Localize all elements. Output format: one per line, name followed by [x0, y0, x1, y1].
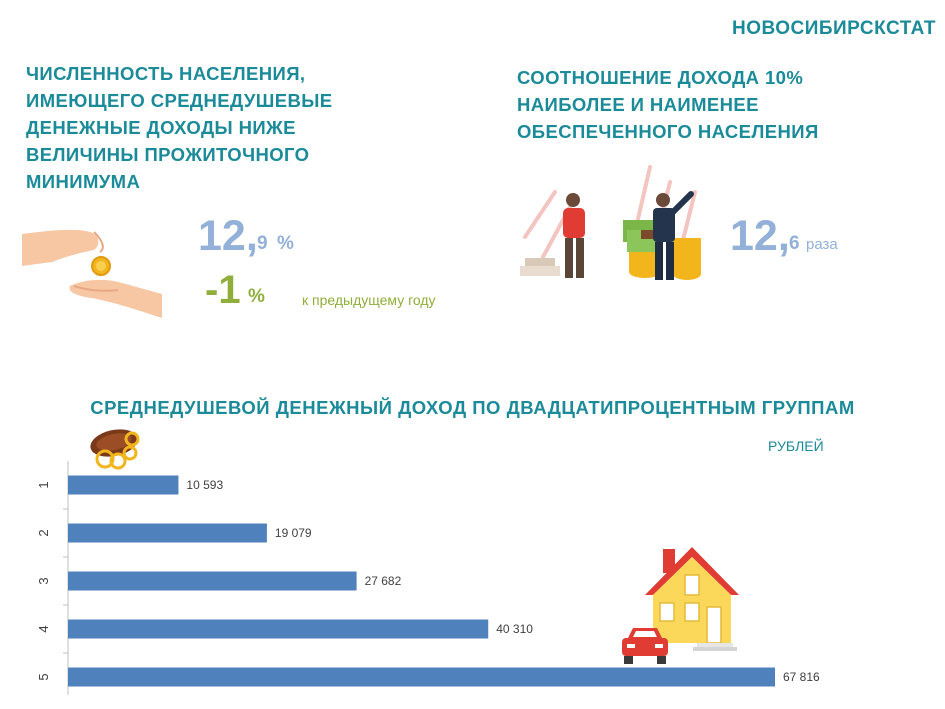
- ratio-value-decimal: 6: [789, 233, 800, 254]
- bar: [68, 667, 775, 687]
- income-bar-chart: 1 10 593 2 19 079 3 27 682 4 40 310 5 67 816: [36, 461, 820, 695]
- car-icon: [622, 628, 668, 664]
- ratio-title-line: СООТНОШЕНИЕ ДОХОДА 10%: [517, 67, 804, 88]
- poverty-title-line: ЧИСЛЕННОСТЬ НАСЕЛЕНИЯ,: [26, 63, 306, 84]
- poverty-title: ЧИСЛЕННОСТЬ НАСЕЛЕНИЯ, ИМЕЮЩЕГО СРЕДНЕДУ…: [26, 60, 396, 195]
- wallet-coins-icon: [90, 429, 140, 470]
- category-label: 5: [36, 673, 51, 680]
- poverty-unit: %: [277, 233, 294, 254]
- ratio-unit: раза: [806, 236, 838, 253]
- chart-units: РУБЛЕЙ: [768, 438, 824, 454]
- house-icon: [645, 547, 739, 651]
- ratio-value: 12,: [730, 212, 790, 260]
- poverty-title-line: ВЕЛИЧИНЫ ПРОЖИТОЧНОГО: [26, 144, 310, 165]
- ratio-title-line: НАИБОЛЕЕ И НАИМЕНЕЕ: [517, 94, 759, 115]
- ratio-title: СООТНОШЕНИЕ ДОХОДА 10% НАИБОЛЕЕ И НАИМЕН…: [517, 64, 897, 145]
- poverty-change-unit: %: [248, 286, 265, 307]
- brand-title: НОВОСИБИРСКСТАТ: [731, 18, 936, 39]
- rich-poor-people-icon: [520, 165, 701, 280]
- category-label: 3: [36, 577, 51, 584]
- bar: [68, 523, 267, 543]
- data-label: 27 682: [365, 574, 402, 588]
- poverty-title-line: ДЕНЕЖНЫЕ ДОХОДЫ НИЖЕ: [26, 117, 296, 138]
- data-label: 67 816: [783, 670, 820, 684]
- poverty-title-line: ИМЕЮЩЕГО СРЕДНЕДУШЕВЫЕ: [26, 90, 333, 111]
- category-label: 4: [36, 625, 51, 632]
- hand-coin-icon: [22, 229, 162, 318]
- category-label: 1: [36, 481, 51, 488]
- data-label: 40 310: [496, 622, 533, 636]
- category-label: 2: [36, 529, 51, 536]
- bar: [68, 571, 357, 591]
- poverty-title-line: МИНИМУМА: [26, 171, 141, 192]
- poverty-value-decimal: 9: [257, 233, 268, 254]
- poverty-value: 12,: [198, 212, 258, 260]
- poverty-change-note: к предыдущему году: [302, 292, 436, 308]
- data-label: 19 079: [275, 526, 312, 540]
- ratio-title-line: ОБЕСПЕЧЕННОГО НАСЕЛЕНИЯ: [517, 121, 819, 142]
- chart-title: СРЕДНЕДУШЕВОЙ ДЕНЕЖНЫЙ ДОХОД ПО ДВАДЦАТИ…: [90, 397, 855, 418]
- bar: [68, 619, 489, 639]
- data-label: 10 593: [186, 478, 223, 492]
- poverty-change-value: -1: [205, 268, 241, 312]
- bar: [68, 475, 179, 495]
